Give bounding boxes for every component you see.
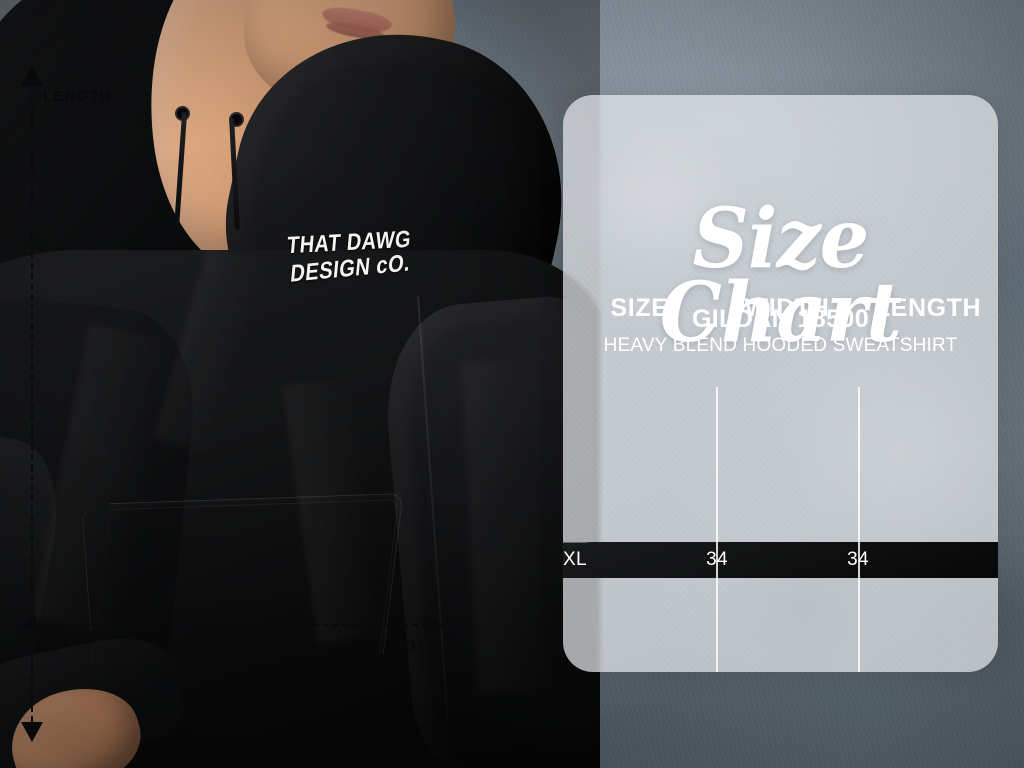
chest-logo-print: THAT DAWG DESIGN cO. [268, 227, 431, 298]
panel-content: Size Chart GILDAN 18500 HEAVY BLEND HOOD… [563, 95, 998, 672]
width-label: WIDTH [384, 638, 439, 655]
size-table: SIZE WIDTH LENGTH S 20 27 M 22 28 L 24 [563, 292, 998, 578]
column-divider-1 [716, 387, 718, 672]
table-header-row: SIZE WIDTH LENGTH [563, 292, 998, 324]
size-chart-panel: Size Chart GILDAN 18500 HEAVY BLEND HOOD… [563, 95, 998, 672]
length-label: LENGTH [43, 88, 112, 105]
column-header-width: WIDTH [744, 293, 830, 322]
cell-size: 5XL [563, 549, 587, 570]
width-dashed-line [24, 624, 428, 626]
kangaroo-pocket-left-opening [81, 510, 136, 634]
cell-length: 34 [788, 549, 928, 571]
length-arrow-down-icon [21, 722, 43, 742]
column-header-length: LENGTH [874, 293, 982, 322]
product-name-label: HEAVY BLEND HOODED SWEATSHIRT [603, 335, 958, 356]
column-divider-2 [858, 387, 860, 672]
product-photo: THAT DAWG DESIGN cO. [0, 0, 600, 768]
width-arrow-right-icon [424, 615, 444, 635]
table-row: 5XL 34 34 [563, 542, 998, 578]
column-header-size: SIZE [610, 293, 669, 322]
brand-model-label: GILDAN 18500 [691, 305, 870, 333]
length-dashed-line [31, 72, 33, 732]
kangaroo-pocket-stitch [93, 499, 400, 662]
page-title: Size Chart [659, 191, 902, 361]
